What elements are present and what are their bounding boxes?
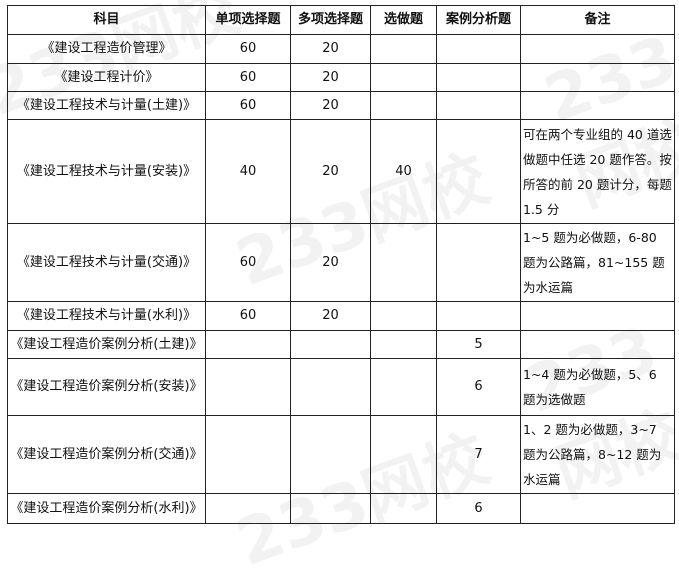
cell-multi: 20 [290, 301, 371, 331]
cell-optional [370, 493, 437, 524]
cell-case [436, 301, 521, 331]
cell-case [436, 91, 521, 120]
cell-single: 60 [205, 301, 291, 331]
table-row: 《建设工程造价案例分析(安装)》 6 1~4 题为必做题，5、6 题为选做题 [7, 358, 675, 416]
cell-multi: 20 [290, 91, 371, 120]
cell-case [436, 223, 521, 302]
cell-single [205, 330, 291, 359]
cell-optional [370, 358, 437, 416]
cell-optional [370, 330, 437, 359]
cell-single: 40 [205, 119, 291, 224]
table-row: 《建设工程造价案例分析(交通)》 7 1、2 题为必做题，3~7 题为公路篇，8~1… [7, 415, 675, 494]
cell-multi: 20 [290, 223, 371, 302]
table-row: 《建设工程造价案例分析(土建)》 5 [7, 330, 675, 359]
cell-single: 60 [205, 223, 291, 302]
cell-single: 60 [205, 63, 291, 92]
cell-case [436, 119, 521, 224]
table-row: 《建设工程技术与计量(交通)》 60 20 1~5 题为必做题，6-80 题为公路篇，… [7, 223, 675, 302]
cell-note: 1~4 题为必做题，5、6 题为选做题 [520, 358, 675, 416]
column-header: 多项选择题 [290, 5, 371, 35]
cell-subject: 《建设工程技术与计量(土建)》 [7, 91, 206, 120]
cell-note [520, 63, 675, 92]
cell-multi [290, 358, 371, 416]
cell-subject: 《建设工程技术与计量(安装)》 [7, 119, 206, 224]
table-row: 《建设工程计价》 60 20 [7, 63, 675, 92]
cell-note: 1、2 题为必做题，3~7 题为公路篇，8~12 题为水运篇 [520, 415, 675, 494]
column-header: 案例分析题 [436, 5, 521, 35]
cell-subject: 《建设工程造价案例分析(水利)》 [7, 493, 206, 524]
cell-optional [370, 223, 437, 302]
cell-optional [370, 91, 437, 120]
cell-optional [370, 63, 437, 92]
table-row: 《建设工程技术与计量(水利)》 60 20 [7, 301, 675, 331]
cell-multi: 20 [290, 63, 371, 92]
cell-subject: 《建设工程造价管理》 [7, 34, 206, 64]
cell-note [520, 493, 675, 524]
cell-note [520, 301, 675, 331]
cell-note [520, 330, 675, 359]
cell-case: 5 [436, 330, 521, 359]
cell-single: 60 [205, 34, 291, 64]
cell-single [205, 493, 291, 524]
cell-case [436, 63, 521, 92]
cell-case: 7 [436, 415, 521, 494]
cell-multi [290, 415, 371, 494]
table-row: 《建设工程造价管理》 60 20 [7, 34, 675, 64]
cell-subject: 《建设工程造价案例分析(安装)》 [7, 358, 206, 416]
cell-note: 可在两个专业组的 40 道选做题中任选 20 题作答。按所答的前 20 题计分，… [520, 119, 675, 224]
cell-subject: 《建设工程技术与计量(交通)》 [7, 223, 206, 302]
cell-multi [290, 493, 371, 524]
cell-single [205, 358, 291, 416]
table-row: 《建设工程技术与计量(土建)》 60 20 [7, 91, 675, 120]
cell-multi: 20 [290, 119, 371, 224]
cell-optional [370, 34, 437, 64]
column-header: 单项选择题 [205, 5, 291, 35]
cell-subject: 《建设工程计价》 [7, 63, 206, 92]
cell-optional: 40 [370, 119, 437, 224]
cell-subject: 《建设工程技术与计量(水利)》 [7, 301, 206, 331]
cell-note: 1~5 题为必做题，6-80 题为公路篇，81~155 题为水运篇 [520, 223, 675, 302]
table-row: 《建设工程技术与计量(安装)》 40 20 40 可在两个专业组的 40 道选做题中任选… [7, 119, 675, 224]
table-row: 《建设工程造价案例分析(水利)》 6 [7, 493, 675, 524]
cell-multi [290, 330, 371, 359]
cell-subject: 《建设工程造价案例分析(土建)》 [7, 330, 206, 359]
cell-note [520, 34, 675, 64]
cell-single: 60 [205, 91, 291, 120]
column-header: 科目 [7, 5, 206, 35]
cell-case [436, 34, 521, 64]
exam-question-table: 科目 单项选择题 多项选择题 选做题 案例分析题 备注 《建设工程造价管理》 60 20 《建设… [7, 5, 675, 524]
column-header: 选做题 [370, 5, 437, 35]
cell-single [205, 415, 291, 494]
cell-optional [370, 301, 437, 331]
cell-optional [370, 415, 437, 494]
cell-case: 6 [436, 493, 521, 524]
column-header: 备注 [520, 5, 675, 35]
cell-multi: 20 [290, 34, 371, 64]
cell-case: 6 [436, 358, 521, 416]
cell-subject: 《建设工程造价案例分析(交通)》 [7, 415, 206, 494]
cell-note [520, 91, 675, 120]
header-row: 科目 单项选择题 多项选择题 选做题 案例分析题 备注 [7, 5, 675, 35]
